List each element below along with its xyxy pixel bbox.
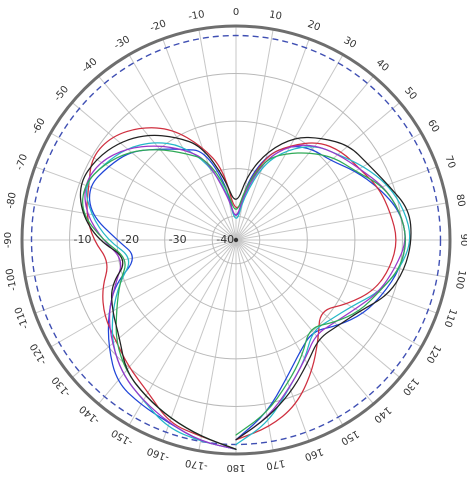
- angle-tick-label: 10: [268, 9, 282, 22]
- radiation-pattern-series: [79, 134, 412, 450]
- angle-tick-label: -100: [5, 267, 20, 291]
- angle-tick-label: 170: [265, 457, 286, 471]
- angle-gridline: [235, 239, 447, 278]
- radiation-pattern-series: [85, 142, 411, 450]
- radiation-pattern-series: [86, 127, 397, 450]
- angle-gridline: [50, 132, 237, 241]
- angle-gridline: [235, 75, 374, 241]
- radiation-pattern-series: [81, 149, 407, 450]
- angle-tick-label: 0: [233, 7, 239, 18]
- radial-tick-label: -40: [216, 233, 234, 246]
- angle-gridline: [235, 239, 310, 442]
- angle-tick-label: 20: [306, 19, 322, 34]
- radial-gridline: [211, 215, 261, 265]
- center-point: [233, 237, 239, 243]
- radiation-pattern-series: [84, 144, 406, 450]
- radial-tick-label: -20: [121, 233, 139, 246]
- angle-gridline: [25, 202, 237, 241]
- angle-gridline: [25, 239, 237, 278]
- angle-tick-label: -10: [187, 9, 205, 23]
- angle-gridline: [71, 102, 237, 241]
- angle-gridline: [235, 102, 401, 241]
- angle-gridline: [198, 239, 237, 451]
- angle-gridline: [235, 239, 374, 405]
- angle-tick-label: 70: [442, 154, 457, 170]
- angle-gridline: [34, 239, 237, 314]
- angle-gridline: [235, 202, 447, 241]
- angle-gridline: [198, 29, 237, 241]
- radial-tick-label: -30: [169, 233, 187, 246]
- angle-tick-label: 90: [458, 234, 467, 247]
- angle-gridline: [98, 239, 237, 405]
- angle-gridline: [235, 239, 438, 314]
- angle-gridline: [235, 132, 422, 241]
- angle-tick-label: -70: [14, 153, 30, 172]
- angle-gridline: [50, 239, 237, 348]
- angle-gridline: [128, 239, 237, 426]
- radial-tick-label: -10: [74, 233, 92, 246]
- angle-gridline: [235, 239, 401, 378]
- angle-gridline: [162, 38, 237, 241]
- angle-tick-label: 180: [226, 462, 245, 473]
- angle-gridline: [98, 75, 237, 241]
- angle-tick-label: 80: [454, 193, 467, 207]
- radial-gridline: [69, 73, 403, 407]
- outer-boundary-circle: [20, 24, 452, 456]
- angle-tick-label: -20: [149, 18, 168, 34]
- angle-gridline: [162, 239, 237, 442]
- angle-gridline: [235, 239, 344, 426]
- angle-tick-label: -80: [5, 191, 19, 209]
- angle-gridline: [235, 38, 310, 241]
- radial-gridline: [164, 168, 308, 312]
- angle-gridline: [235, 239, 422, 348]
- angle-gridline: [34, 166, 237, 241]
- angle-tick-label: -90: [3, 232, 14, 248]
- angle-tick-label: 100: [453, 269, 467, 290]
- angle-gridline: [71, 239, 237, 378]
- angle-gridline: [235, 166, 438, 241]
- angle-tick-label: -170: [184, 457, 208, 472]
